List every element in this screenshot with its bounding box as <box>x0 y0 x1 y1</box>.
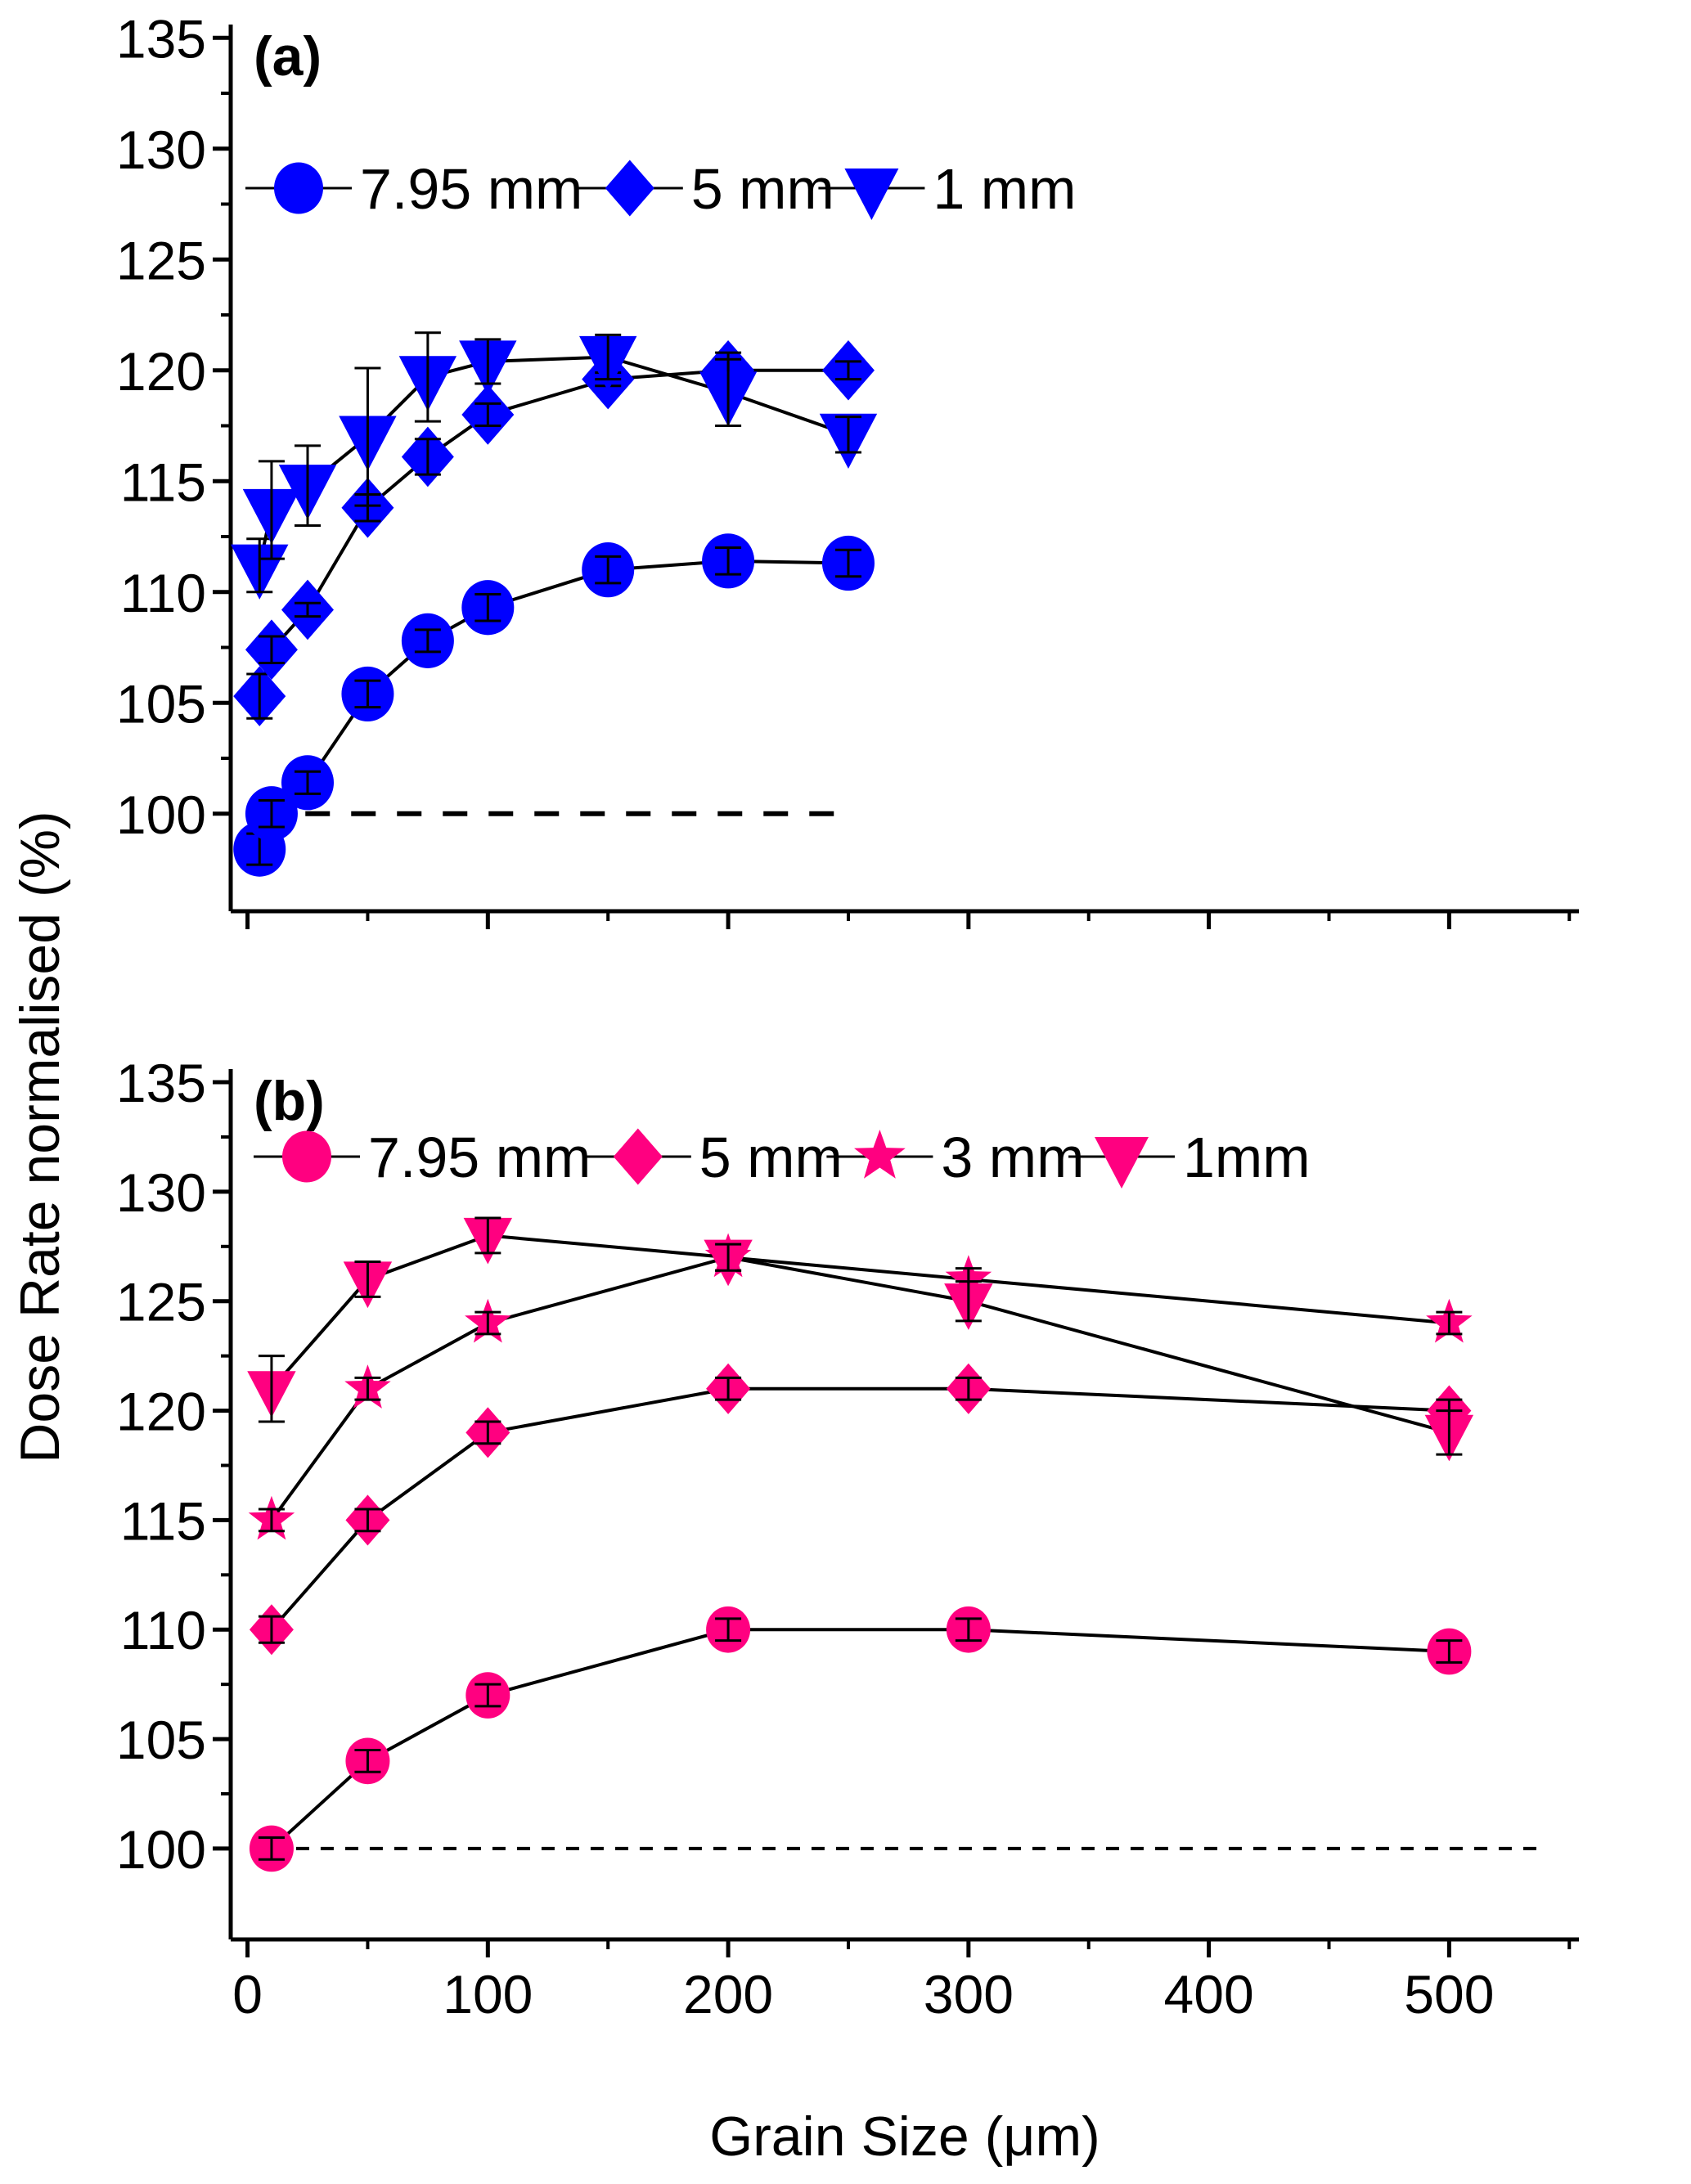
y-tick-label: 105 <box>116 673 206 734</box>
series-line <box>270 1386 1450 1631</box>
legend: 7.95 mm 5 mm 3 mm 1mm <box>254 1126 1311 1189</box>
legend-marker-star <box>854 1130 906 1179</box>
y-tick-label: 135 <box>116 1053 206 1113</box>
x-tick-label: 400 <box>1164 1964 1254 2024</box>
y-tick-label: 120 <box>116 1382 206 1442</box>
legend-marker-diamond <box>605 160 654 217</box>
y-tick-label: 115 <box>120 452 206 512</box>
series-5mm <box>233 339 875 726</box>
legend-label: 1mm <box>1183 1126 1311 1189</box>
x-axis-label: Grain Size (μm) <box>709 2105 1100 2168</box>
y-tick-label: 100 <box>116 784 206 845</box>
x-tick-label: 0 <box>232 1964 263 2024</box>
series-1mm <box>247 1216 1474 1462</box>
x-tick-label: 100 <box>443 1964 533 2024</box>
legend-label: 7.95 mm <box>368 1126 591 1189</box>
y-tick-label: 135 <box>116 8 206 69</box>
legend-label: 3 mm <box>941 1126 1084 1189</box>
y-tick-label: 120 <box>116 341 206 402</box>
y-tick-label: 105 <box>116 1710 206 1770</box>
legend-label: 5 mm <box>699 1126 843 1189</box>
series-3mm <box>248 1233 1473 1540</box>
series-795mm <box>233 533 875 877</box>
x-tick-label: 200 <box>683 1964 773 2024</box>
legend-marker-triangle-down <box>844 169 899 220</box>
y-tick-label: 125 <box>116 1272 206 1332</box>
y-axis-label: Dose Rate normalised (%) <box>9 811 71 1463</box>
series-line <box>270 1256 1450 1521</box>
legend: 7.95 mm 5 mm 1 mm <box>245 157 1076 221</box>
legend-marker-circle <box>274 162 323 214</box>
panel-a: 100 105 110 115 120 125 130 135 (a) 7.95 mm 5 mm 1 … <box>116 8 1579 929</box>
legend-marker-triangle-down <box>1095 1137 1149 1189</box>
panel-label: (b) <box>254 1070 325 1132</box>
series-1mm <box>231 331 878 600</box>
y-tick-label: 100 <box>116 1819 206 1880</box>
panel-label: (a) <box>254 25 322 88</box>
x-tick-label: 500 <box>1404 1964 1494 2024</box>
y-tick-label: 125 <box>116 230 206 290</box>
y-tick-label: 130 <box>116 1162 206 1223</box>
panel-b: 100 105 110 115 120 125 130 135 0 100 200 300 400 500… <box>116 1053 1579 2024</box>
legend-label: 7.95 mm <box>360 157 582 221</box>
series-line <box>270 1628 1450 1850</box>
legend-marker-circle <box>282 1130 331 1183</box>
y-tick-label: 110 <box>120 563 206 623</box>
y-tick-label: 115 <box>120 1490 206 1551</box>
legend-label: 1 mm <box>933 157 1076 221</box>
x-tick-label: 300 <box>924 1964 1014 2024</box>
legend-label: 5 mm <box>691 157 834 221</box>
series-5mm <box>249 1363 1472 1656</box>
series-795mm <box>249 1606 1472 1872</box>
series-line <box>270 1234 1450 1435</box>
legend-marker-diamond <box>613 1128 663 1185</box>
series-line <box>258 355 849 566</box>
y-tick-label: 110 <box>120 1600 206 1660</box>
y-tick-label: 130 <box>116 119 206 180</box>
